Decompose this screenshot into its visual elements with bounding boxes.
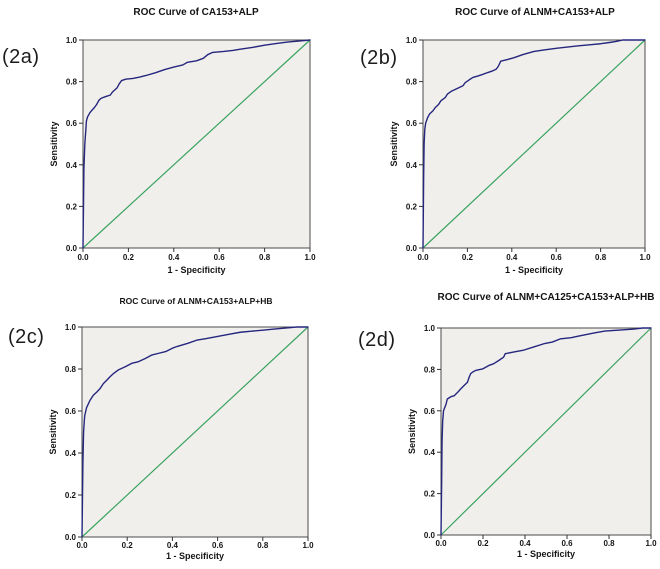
x-tick-label: 0.0: [417, 253, 429, 262]
reference-line: [440, 327, 652, 536]
x-tick-label: 0.2: [123, 253, 135, 262]
y-axis-title: Sensitivity: [48, 409, 58, 454]
y-axis-title: Sensitivity: [389, 121, 399, 166]
x-tick-label: 0.4: [168, 253, 180, 262]
y-tick-label: 0.4: [65, 449, 77, 458]
roc-chart-2a: 0.0 0.2 0.4 0.6 0.8 1.0 0.0 0.2 0.4 0.6 0.8 1.0 1 - …: [49, 36, 316, 275]
y-tick-label: 0.0: [65, 533, 77, 542]
roc-curve: [422, 39, 646, 249]
x-tick-label: 0.8: [259, 253, 271, 262]
x-tick-label: 0.8: [603, 539, 615, 548]
roc-panel-2b: (2b) ROC Curve of ALNM+CA153+ALP 0.0 0.2 0…: [330, 0, 660, 285]
x-axis-title: 1 - Specificity: [167, 265, 225, 275]
chart-title-2a: ROC Curve of CA153+ALP: [133, 7, 259, 18]
y-tick-label: 0.2: [66, 202, 78, 211]
x-tick-label: 0.0: [77, 253, 89, 262]
y-axis-title: Sensitivity: [49, 121, 59, 166]
y-tick-label: 0.4: [406, 161, 418, 170]
y-tick-label: 0.6: [406, 119, 418, 128]
x-tick-label: 0.0: [435, 539, 447, 548]
chart-title-2d: ROC Curve of ALNM+CA125+CA153+ALP+HB: [437, 292, 655, 303]
roc-chart-2c: 0.0 0.2 0.4 0.6 0.8 1.0 0.0 0.2 0.4 0.6 0.8 1.0 1 - …: [48, 323, 314, 561]
x-tick-label: 0.6: [561, 539, 573, 548]
y-tick-label: 0.0: [424, 531, 436, 540]
panel-label-2b: (2b): [360, 47, 398, 69]
roc-curve: [81, 326, 309, 538]
y-tick-label: 0.0: [406, 244, 418, 253]
x-tick-label: 1.0: [639, 253, 651, 262]
y-tick-label: 0.2: [424, 490, 436, 499]
roc-curve: [82, 39, 311, 249]
reference-line: [422, 39, 646, 249]
roc-panel-2a: (2a) ROC Curve of CA153+ALP 0.0 0.2 0.4 0.6…: [0, 0, 330, 285]
x-axis-title: 1 - Specificity: [517, 549, 575, 559]
x-tick-label: 0.6: [551, 253, 563, 262]
x-axis-title: 1 - Specificity: [505, 265, 563, 275]
y-tick-label: 0.2: [65, 491, 77, 500]
roc-curve: [440, 327, 652, 536]
x-tick-label: 0.2: [462, 253, 474, 262]
y-tick-label: 0.6: [65, 407, 77, 416]
y-tick-label: 1.0: [424, 324, 436, 333]
x-tick-label: 1.0: [304, 253, 316, 262]
x-tick-label: 0.2: [477, 539, 489, 548]
x-tick-label: 0.4: [506, 253, 518, 262]
reference-line: [81, 326, 309, 538]
roc-panel-2d: (2d) ROC Curve of ALNM+CA125+CA153+ALP+H…: [330, 285, 660, 569]
reference-line: [82, 39, 311, 249]
x-tick-label: 0.6: [212, 541, 224, 550]
y-tick-label: 0.8: [65, 365, 77, 374]
y-axis-title: Sensitivity: [407, 409, 417, 454]
y-tick-label: 0.8: [424, 365, 436, 374]
y-tick-label: 0.6: [424, 407, 436, 416]
y-tick-label: 1.0: [406, 36, 418, 45]
x-tick-label: 0.6: [214, 253, 226, 262]
x-tick-label: 0.4: [167, 541, 179, 550]
x-tick-label: 0.0: [76, 541, 88, 550]
y-tick-label: 0.4: [66, 161, 78, 170]
chart-title-2b: ROC Curve of ALNM+CA153+ALP: [455, 7, 615, 18]
y-tick-label: 0.6: [66, 119, 78, 128]
y-tick-label: 0.8: [66, 78, 78, 87]
x-tick-label: 1.0: [302, 541, 314, 550]
roc-panel-2c: (2c) ROC Curve of ALNM+CA153+ALP+HB 0.0 0…: [0, 285, 330, 569]
roc-chart-2d: 0.0 0.2 0.4 0.6 0.8 1.0 0.0 0.2 0.4 0.6 0.8 1.0 1 - …: [407, 324, 657, 559]
x-tick-label: 1.0: [645, 539, 657, 548]
chart-title-2c: ROC Curve of ALNM+CA153+ALP+HB: [119, 296, 273, 306]
x-axis-title: 1 - Specificity: [166, 551, 224, 561]
x-tick-label: 0.2: [122, 541, 134, 550]
x-tick-label: 0.4: [519, 539, 531, 548]
y-tick-label: 1.0: [65, 323, 77, 332]
roc-chart-2b: 0.0 0.2 0.4 0.6 0.8 1.0 0.0 0.2 0.4 0.6 0.8 1.0 1 - …: [389, 36, 651, 275]
panel-label-2a: (2a): [2, 46, 40, 68]
y-tick-label: 0.2: [406, 202, 418, 211]
x-tick-label: 0.8: [257, 541, 269, 550]
y-tick-label: 0.0: [66, 244, 78, 253]
y-tick-label: 0.8: [406, 78, 418, 87]
y-tick-label: 1.0: [66, 36, 78, 45]
panel-label-2c: (2c): [8, 326, 45, 348]
panel-label-2d: (2d): [358, 329, 396, 351]
y-tick-label: 0.4: [424, 448, 436, 457]
x-tick-label: 0.8: [595, 253, 607, 262]
